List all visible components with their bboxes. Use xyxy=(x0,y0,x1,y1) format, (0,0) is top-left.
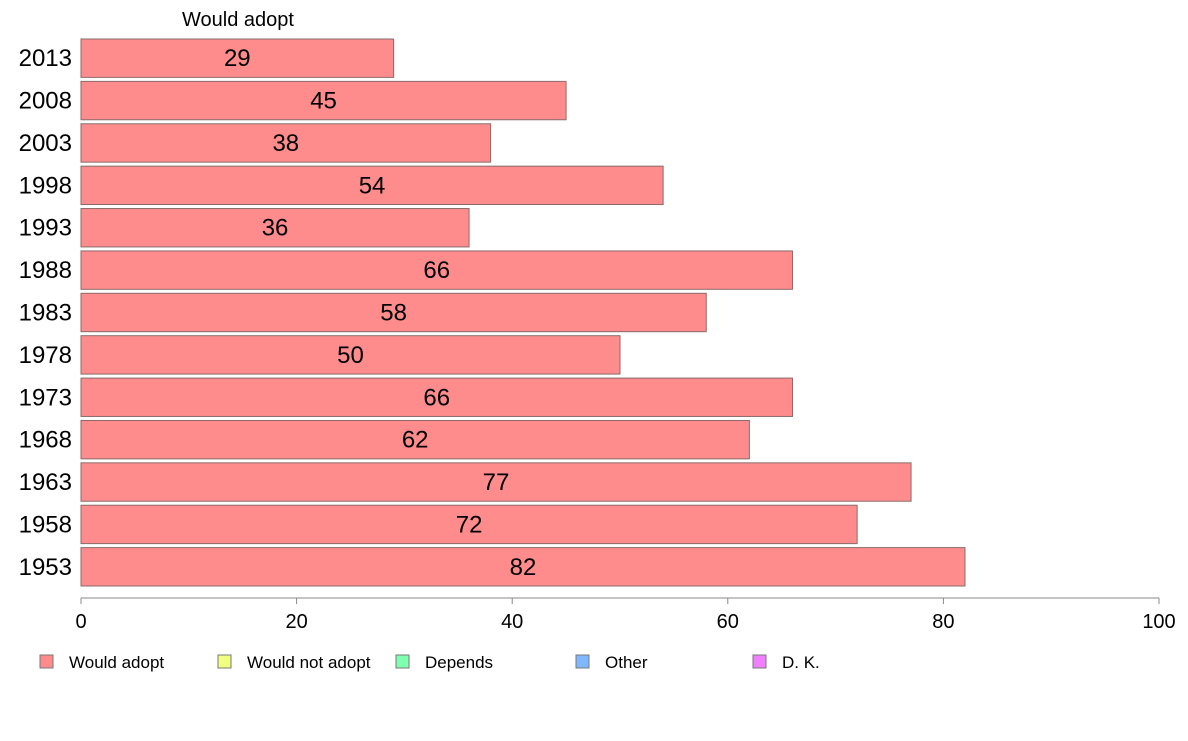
y-tick-label-1953: 1953 xyxy=(19,554,72,581)
bar-2003 xyxy=(80,123,492,163)
bar-1958 xyxy=(80,504,858,545)
legend-swatch-4 xyxy=(752,654,767,669)
bar-value-label-1968: 62 xyxy=(402,427,429,454)
bar-1978 xyxy=(80,335,621,375)
y-tick-label-2013: 2013 xyxy=(19,45,72,72)
y-axis-labels: 2013 2008 2003 1998 1993 1988 1983 1978 1973 1968… xyxy=(19,45,72,581)
y-tick-label-2003: 2003 xyxy=(19,130,72,157)
legend-swatch-2 xyxy=(395,654,410,669)
bar-1973 xyxy=(80,377,793,417)
bar-value-label-1953: 82 xyxy=(510,554,537,581)
bar-value-label-1958: 72 xyxy=(456,511,483,538)
bar-1968 xyxy=(80,419,750,460)
bar-value-label-1963: 77 xyxy=(483,469,510,496)
x-tick-label-60: 60 xyxy=(717,611,739,633)
x-axis: 0 20 40 60 80 100 xyxy=(75,597,1176,633)
y-tick-label-1998: 1998 xyxy=(19,172,72,199)
legend-label-4: D. K. xyxy=(782,653,820,672)
y-tick-label-1983: 1983 xyxy=(19,300,72,327)
bar-value-label-2013: 29 xyxy=(224,45,251,72)
bar-value-label-2008: 45 xyxy=(310,88,337,115)
bar-value-label-1993: 36 xyxy=(262,215,289,242)
y-tick-label-2008: 2008 xyxy=(19,88,72,115)
legend-label-2: Depends xyxy=(425,653,493,672)
bar-value-label-1973: 66 xyxy=(423,384,450,411)
x-tick-label-20: 20 xyxy=(285,611,307,633)
bar-1983 xyxy=(80,292,707,333)
y-tick-label-1993: 1993 xyxy=(19,215,72,242)
bar-1993 xyxy=(80,208,470,248)
bar-1998 xyxy=(80,165,664,206)
bar-1953 xyxy=(80,547,966,587)
bar-2008 xyxy=(80,80,567,121)
y-tick-label-1988: 1988 xyxy=(19,257,72,284)
bar-value-label-1983: 58 xyxy=(380,300,407,327)
y-tick-label-1968: 1968 xyxy=(19,427,72,454)
y-tick-label-1963: 1963 xyxy=(19,469,72,496)
legend-swatch-3 xyxy=(575,654,590,669)
x-tick-label-80: 80 xyxy=(932,611,954,633)
y-tick-label-1973: 1973 xyxy=(19,384,72,411)
legend-label-3: Other xyxy=(605,653,648,672)
y-tick-label-1958: 1958 xyxy=(19,511,72,538)
legend-swatch-0 xyxy=(39,654,54,669)
legend-label-1: Would not adopt xyxy=(247,653,371,672)
legend-swatch-1 xyxy=(217,654,232,669)
bar-value-label-2003: 38 xyxy=(272,130,299,157)
bar-value-label-1988: 66 xyxy=(423,257,450,284)
x-tick-label-100: 100 xyxy=(1142,611,1175,633)
bar-value-label-1978: 50 xyxy=(337,342,364,369)
x-tick-label-40: 40 xyxy=(501,611,523,633)
chart-title: Would adopt xyxy=(182,9,294,31)
legend-label-0: Would adopt xyxy=(69,653,164,672)
bar-2013 xyxy=(80,38,395,78)
x-tick-label-0: 0 xyxy=(75,611,86,633)
bar-1963 xyxy=(80,462,912,502)
y-tick-label-1978: 1978 xyxy=(19,342,72,369)
legend: Would adopt Would not adopt Depends Other D.… xyxy=(39,653,820,672)
bar-1988 xyxy=(80,250,793,290)
bar-value-label-1998: 54 xyxy=(359,172,386,199)
